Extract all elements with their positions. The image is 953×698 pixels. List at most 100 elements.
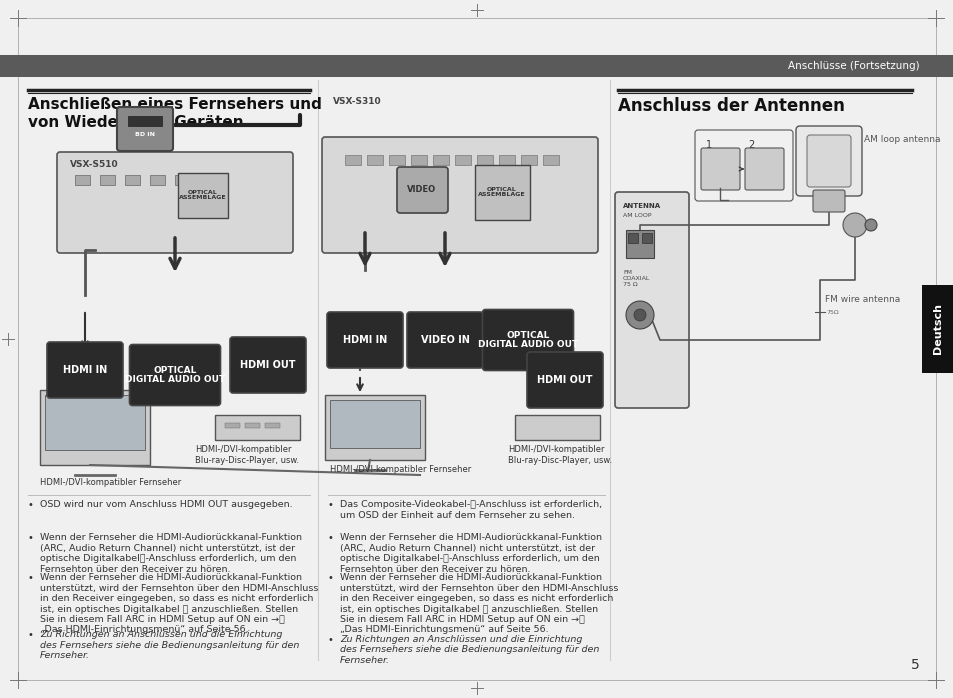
Text: VSX-S510: VSX-S510 [70,160,118,169]
Text: •: • [28,573,34,583]
Bar [125,175,140,185]
Bar [75,175,90,185]
Text: •: • [28,500,34,510]
Text: HDMI IN: HDMI IN [63,365,107,375]
Text: (ARC, Audio Return Channel) nicht unterstützt, ist der: (ARC, Audio Return Channel) nicht unters… [40,544,294,553]
Text: HDMI OUT: HDMI OUT [240,360,295,370]
Circle shape [842,213,866,237]
Bar [520,155,537,165]
Text: in den Receiver eingegeben, so dass es nicht erforderlich: in den Receiver eingegeben, so dass es n… [40,594,313,603]
Bar [200,175,214,185]
Text: des Fernsehers siehe die Bedienungsanleitung für den: des Fernsehers siehe die Bedienungsanlei… [339,646,598,655]
Bar [214,415,299,440]
Text: Fernseher.: Fernseher. [40,651,90,660]
Text: (ARC, Audio Return Channel) nicht unterstützt, ist der: (ARC, Audio Return Channel) nicht unters… [339,544,595,553]
Text: Wenn der Fernseher die HDMI-Audiorückkanal-Funktion: Wenn der Fernseher die HDMI-Audiorückkan… [339,533,601,542]
Bar [330,400,419,448]
Text: AM loop antenna: AM loop antenna [863,135,940,144]
Text: optische Digitalkabelⓘ-Anschluss erforderlich, um den: optische Digitalkabelⓘ-Anschluss erforde… [40,554,296,563]
Text: um OSD der Einheit auf dem Fernseher zu sehen.: um OSD der Einheit auf dem Fernseher zu … [339,510,575,519]
Text: OPTICAL
DIGITAL AUDIO OUT: OPTICAL DIGITAL AUDIO OUT [125,366,225,385]
Bar [476,155,493,165]
FancyBboxPatch shape [130,345,220,406]
FancyBboxPatch shape [117,107,172,151]
FancyBboxPatch shape [695,130,792,201]
FancyBboxPatch shape [482,309,573,371]
FancyBboxPatch shape [57,152,293,253]
Text: optische Digitalkabel-ⓘ-Anschluss erforderlich, um den: optische Digitalkabel-ⓘ-Anschluss erford… [339,554,599,563]
Text: FM wire antenna: FM wire antenna [824,295,900,304]
Text: „Das HDMI-Einrichtungsmenü“ auf Seite 56.: „Das HDMI-Einrichtungsmenü“ auf Seite 56… [40,625,249,634]
Bar [45,395,145,450]
Text: HDMl-/DVI-kompatibler
Blu-ray-Disc-Player, usw.: HDMl-/DVI-kompatibler Blu-ray-Disc-Playe… [194,445,299,465]
Bar [627,233,638,243]
Text: •: • [328,635,334,645]
Bar [178,173,228,218]
Circle shape [634,309,645,321]
Text: Zu Richtungen an Anschlüssen und die Einrichtung: Zu Richtungen an Anschlüssen und die Ein… [40,630,282,639]
Text: Anschluss der Antennen: Anschluss der Antennen [618,97,844,115]
Text: HDMl-/DVI-kompatibler
Blu-ray-Disc-Player, usw.: HDMl-/DVI-kompatibler Blu-ray-Disc-Playe… [507,445,612,465]
Text: 1: 1 [705,140,711,150]
Text: Sie in diesem Fall ARC in HDMI Setup auf ON ein →ⓘ: Sie in diesem Fall ARC in HDMI Setup auf… [339,615,584,624]
Bar [411,155,427,165]
Text: BD IN: BD IN [135,133,154,138]
Text: Fernseher.: Fernseher. [339,656,390,665]
Text: VSX-S310: VSX-S310 [333,97,381,106]
FancyBboxPatch shape [700,148,740,190]
Text: Wenn der Fernseher die HDMI-Audiorückkanal-Funktion: Wenn der Fernseher die HDMI-Audiorückkan… [40,533,302,542]
Text: ist, ein optisches Digitalkabel ⓘ anzuschließen. Stellen: ist, ein optisches Digitalkabel ⓘ anzusc… [339,604,598,614]
Text: •: • [28,533,34,543]
Text: •: • [328,573,334,583]
Text: FM
COAXIAL
75 Ω: FM COAXIAL 75 Ω [622,270,650,287]
Text: 2: 2 [747,140,754,150]
Text: von Wiedergabe-Geräten: von Wiedergabe-Geräten [28,115,243,130]
Bar [515,415,599,440]
Bar [455,155,471,165]
FancyBboxPatch shape [526,352,602,408]
FancyBboxPatch shape [47,342,123,398]
Text: OPTICAL
DIGITAL AUDIO OUT: OPTICAL DIGITAL AUDIO OUT [477,331,578,350]
Text: •: • [328,533,334,543]
Bar [40,390,150,465]
Text: Das Composite-Videokabel-ⓘ-Anschluss ist erforderlich,: Das Composite-Videokabel-ⓘ-Anschluss ist… [339,500,601,509]
Bar [150,175,165,185]
Bar [542,155,558,165]
FancyBboxPatch shape [795,126,862,196]
Text: in den Receiver eingegeben, so dass es nicht erforderlich: in den Receiver eingegeben, so dass es n… [339,594,613,603]
FancyBboxPatch shape [806,135,850,187]
FancyBboxPatch shape [812,190,844,212]
Bar [225,423,240,428]
Text: •: • [28,630,34,640]
Text: Anschlüsse (Fortsetzung): Anschlüsse (Fortsetzung) [787,61,919,71]
Bar [389,155,405,165]
Bar [0,55,953,77]
Text: Fernsehton über den Receiver zu hören.: Fernsehton über den Receiver zu hören. [339,565,530,574]
Text: OPTICAL
ASSEMBLAGE: OPTICAL ASSEMBLAGE [179,190,227,200]
Text: VIDEO: VIDEO [407,186,436,195]
Text: HDMI OUT: HDMI OUT [537,375,592,385]
Bar [433,155,449,165]
Text: Wenn der Fernseher die HDMI-Audiorückkanal-Funktion: Wenn der Fernseher die HDMI-Audiorückkan… [40,573,302,582]
Text: Deutsch: Deutsch [932,304,942,355]
FancyBboxPatch shape [396,167,448,213]
Bar [100,175,115,185]
Text: HDMl-/DVI-kompatibler Fernseher: HDMl-/DVI-kompatibler Fernseher [330,465,471,474]
Bar [345,155,360,165]
Text: Zu Richtungen an Anschlüssen und die Einrichtung: Zu Richtungen an Anschlüssen und die Ein… [339,635,581,644]
Text: AM LOOP: AM LOOP [622,213,651,218]
FancyBboxPatch shape [615,192,688,408]
Text: Anschließen eines Fernsehers und: Anschließen eines Fernsehers und [28,97,321,112]
Bar [367,155,382,165]
Circle shape [625,301,654,329]
Text: ist, ein optisches Digitalkabel ⓘ anzuschließen. Stellen: ist, ein optisches Digitalkabel ⓘ anzusc… [40,604,297,614]
Bar [625,230,654,258]
FancyBboxPatch shape [230,337,306,393]
Text: HDMl-/DVI-kompatibler Fernseher: HDMl-/DVI-kompatibler Fernseher [40,478,181,487]
FancyBboxPatch shape [327,312,402,368]
Text: Fernsehton über den Receiver zu hören.: Fernsehton über den Receiver zu hören. [40,565,231,574]
Text: ANTENNA: ANTENNA [622,203,660,209]
Text: 5: 5 [910,658,919,672]
Bar [325,395,424,460]
Text: unterstützt, wird der Fernsehton über den HDMI-Anschluss: unterstützt, wird der Fernsehton über de… [40,584,318,593]
